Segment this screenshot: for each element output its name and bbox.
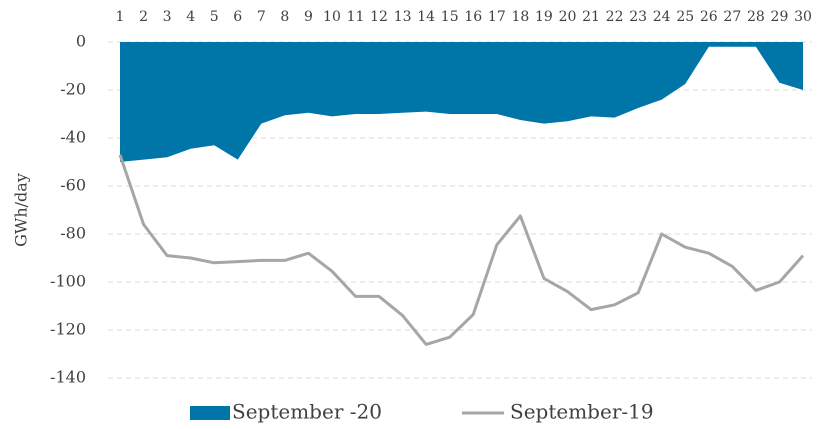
- x-tick-label: 22: [606, 9, 624, 25]
- x-tick-label: 21: [582, 9, 600, 25]
- x-tick-label: 10: [323, 9, 341, 25]
- x-tick-label: 12: [370, 9, 388, 25]
- x-tick-label: 13: [394, 9, 412, 25]
- y-tick-label: -140: [50, 368, 86, 387]
- y-tick-label: -60: [60, 176, 86, 195]
- x-tick-label: 15: [441, 9, 459, 25]
- legend-swatch: [190, 406, 230, 420]
- x-tick-label: 29: [771, 9, 789, 25]
- x-tick-label: 7: [257, 9, 266, 25]
- x-tick-label: 28: [747, 9, 765, 25]
- x-tick-label: 16: [464, 9, 482, 25]
- x-tick-label: 9: [304, 9, 313, 25]
- x-tick-label: 2: [139, 9, 148, 25]
- x-tick-label: 5: [210, 9, 219, 25]
- y-tick-label: -20: [60, 80, 86, 99]
- x-tick-label: 30: [794, 9, 812, 25]
- y-axis-label: GWh/day: [12, 173, 31, 247]
- x-tick-label: 25: [676, 9, 694, 25]
- x-tick-label: 4: [186, 9, 195, 25]
- x-tick-label: 18: [511, 9, 529, 25]
- x-tick-label: 6: [233, 9, 242, 25]
- x-tick-label: 1: [116, 9, 125, 25]
- line: [118, 154, 805, 346]
- y-tick-label: -40: [60, 128, 86, 147]
- x-tick-label: 19: [535, 9, 553, 25]
- x-tick-label: 26: [700, 9, 718, 25]
- x-tick-label: 23: [629, 9, 647, 25]
- area: [120, 42, 803, 162]
- y-tick-label: 0: [76, 32, 86, 51]
- x-tick-label: 8: [280, 9, 289, 25]
- x-tick-label: 27: [723, 9, 741, 25]
- legend-label: September -20: [232, 400, 382, 424]
- y-tick-label: -100: [50, 272, 86, 291]
- legend-label: September-19: [510, 400, 654, 424]
- x-tick-label: 24: [653, 9, 671, 25]
- x-tick-label: 20: [559, 9, 577, 25]
- y-tick-label: -120: [50, 320, 86, 339]
- x-tick-label: 3: [163, 9, 172, 25]
- x-tick-label: 14: [417, 9, 435, 25]
- x-tick-label: 17: [488, 9, 506, 25]
- x-tick-label: 11: [347, 9, 365, 25]
- y-tick-label: -80: [60, 224, 86, 243]
